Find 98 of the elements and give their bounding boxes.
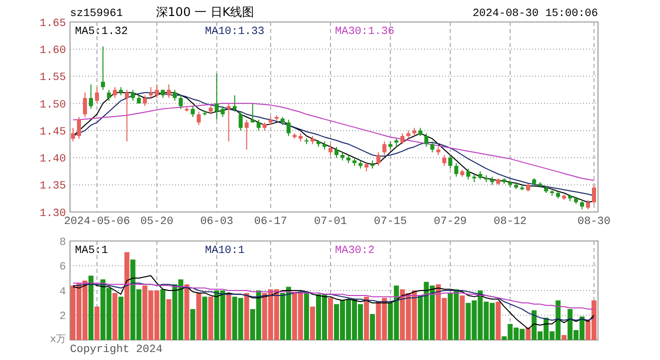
x-tick-label: 07-15 xyxy=(374,216,407,228)
line-series xyxy=(72,282,595,321)
bar xyxy=(208,296,214,340)
bar xyxy=(526,328,531,340)
x-tick-label: 2024-05-06 xyxy=(64,216,130,228)
y-tick-label: 2 xyxy=(59,311,66,324)
x-tick-label: 06-17 xyxy=(254,216,288,228)
candlestick xyxy=(448,154,452,170)
candlestick xyxy=(82,92,87,118)
candlestick xyxy=(442,154,446,166)
bar xyxy=(88,276,94,340)
candlestick xyxy=(376,152,380,166)
text: MA5:1.32 xyxy=(75,26,128,38)
x-tick-label: 06-03 xyxy=(200,216,234,228)
bar xyxy=(226,292,232,340)
y-tick-label: 8 xyxy=(59,236,66,249)
candlestick xyxy=(88,84,93,110)
candlestick xyxy=(148,86,153,98)
candlestick xyxy=(256,119,261,132)
bar xyxy=(364,296,369,340)
candlestick xyxy=(172,89,177,102)
x-tick-label: 07-29 xyxy=(434,216,467,228)
candlestick xyxy=(196,111,201,126)
y-tick-label: 1.50 xyxy=(40,99,66,112)
bar xyxy=(196,292,202,340)
bar xyxy=(460,295,465,340)
candlestick xyxy=(214,73,219,120)
line-series xyxy=(72,282,595,310)
candlestick xyxy=(454,162,458,178)
y-tick-label: 4 xyxy=(59,286,66,298)
candlestick xyxy=(76,116,81,140)
y-tick-label: 1.55 xyxy=(40,72,66,84)
candlestick xyxy=(250,102,255,123)
text: MA5:1 xyxy=(75,245,108,257)
bar xyxy=(496,302,501,340)
candlestick xyxy=(424,132,428,148)
y-tick-label: 1.45 xyxy=(40,126,66,138)
candlestick xyxy=(94,86,99,104)
text: MA10:1.33 xyxy=(205,26,264,38)
candlestick xyxy=(226,102,231,142)
candlestick xyxy=(106,89,111,102)
candlestick xyxy=(112,86,117,98)
text: MA10:1 xyxy=(205,245,246,257)
candlestick xyxy=(190,106,195,118)
bar xyxy=(160,289,166,340)
chart-subtitle: sz159961 xyxy=(70,8,124,20)
x-tick-label: 05-20 xyxy=(140,216,174,228)
bar xyxy=(304,292,310,340)
y-tick-label: 1.65 xyxy=(40,18,66,30)
bar xyxy=(328,298,333,340)
candlestick xyxy=(466,168,470,180)
text: MA30:2 xyxy=(335,245,375,257)
candlestick xyxy=(232,94,237,112)
bar xyxy=(124,252,130,340)
candlestick xyxy=(400,132,404,145)
candlestick xyxy=(100,46,105,90)
y-tick-label: 6 xyxy=(59,262,66,274)
candlestick xyxy=(70,127,75,142)
candlestick xyxy=(142,94,147,107)
x-tick-label: 07-01 xyxy=(314,216,348,228)
bar xyxy=(166,299,172,340)
bar xyxy=(370,314,375,340)
y-axis-title: x万 xyxy=(50,334,66,345)
y-tick-label: 1.60 xyxy=(40,44,66,57)
bar xyxy=(244,292,250,340)
candlestick xyxy=(124,89,129,142)
candlestick xyxy=(592,184,596,204)
bar xyxy=(184,284,190,340)
candlestick xyxy=(328,144,333,156)
bar xyxy=(562,335,567,340)
candlestick xyxy=(154,84,159,98)
text: MA30:1.36 xyxy=(335,26,394,38)
candlestick xyxy=(334,146,338,158)
bar xyxy=(190,309,196,340)
y-tick-label: 1.30 xyxy=(40,208,66,220)
bar xyxy=(112,292,118,340)
candlestick xyxy=(238,111,243,132)
candlestick xyxy=(382,140,386,156)
candlestick xyxy=(178,94,183,110)
x-tick-label: 08-30 xyxy=(578,216,611,228)
text: 2024-08-30 15:00:06 xyxy=(472,8,598,20)
bar xyxy=(94,306,100,340)
candlestick xyxy=(244,119,249,150)
bar xyxy=(202,296,208,340)
text: Copyright 2024 xyxy=(70,344,163,356)
candlestick xyxy=(130,89,135,102)
candlestick xyxy=(166,84,171,98)
candlestick xyxy=(286,119,291,136)
y-tick-label: 1.40 xyxy=(40,154,66,166)
candlestick xyxy=(430,140,434,153)
bar xyxy=(310,306,316,340)
candlestick xyxy=(220,106,225,118)
line-series xyxy=(72,275,595,330)
chart-title: 深100 一 日K线图 xyxy=(156,5,254,19)
y-tick-label: 1.35 xyxy=(40,180,66,193)
x-tick-label: 08-12 xyxy=(494,216,527,228)
bar xyxy=(118,296,124,340)
candlestick xyxy=(586,200,590,210)
